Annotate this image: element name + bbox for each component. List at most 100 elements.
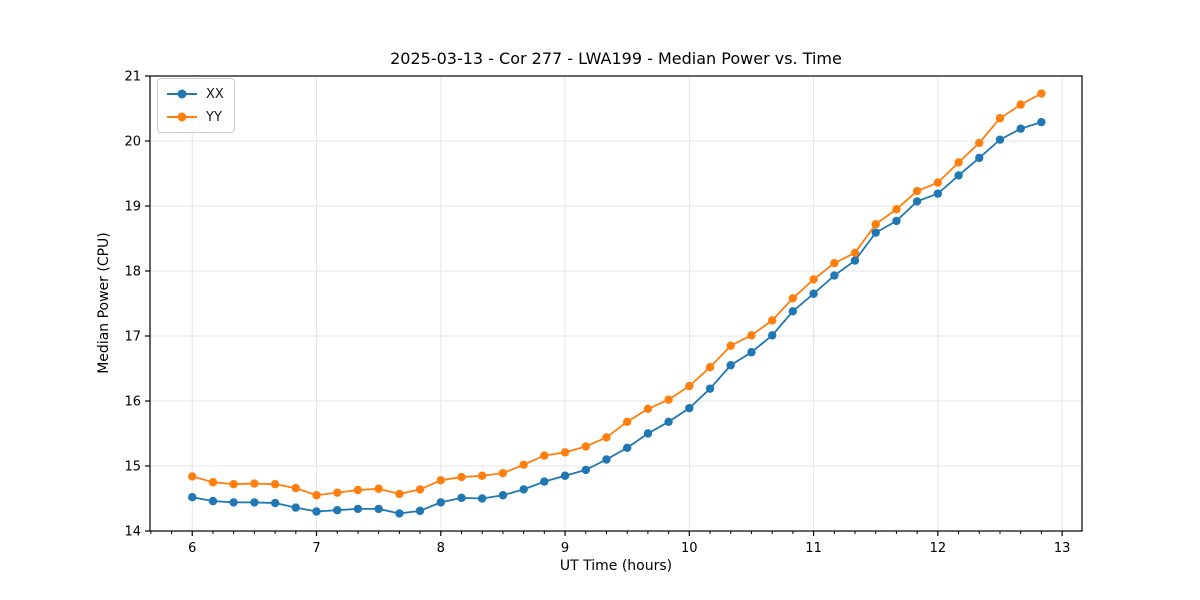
legend-item-xx: XX <box>166 84 224 104</box>
data-point-xx <box>560 471 570 480</box>
y-tick-label: 19 <box>124 200 141 215</box>
data-point-xx <box>250 498 259 507</box>
data-point-yy <box>250 479 259 488</box>
data-point-yy <box>540 451 549 460</box>
data-point-xx <box>291 503 300 512</box>
data-point-yy <box>995 114 1005 123</box>
data-point-xx <box>415 506 425 516</box>
data-point-xx <box>871 228 880 237</box>
x-tick-label: 12 <box>930 541 947 556</box>
legend-line-marker-icon <box>167 89 197 99</box>
data-point-xx <box>602 455 611 464</box>
data-point-yy <box>208 478 218 487</box>
data-point-xx <box>312 507 321 516</box>
data-point-yy <box>312 491 321 500</box>
data-point-xx <box>374 504 383 514</box>
data-point-yy <box>291 483 300 493</box>
x-tick-label: 11 <box>805 541 822 556</box>
data-point-yy <box>270 480 280 489</box>
data-point-yy <box>788 294 798 303</box>
data-point-yy <box>498 468 508 478</box>
data-point-yy <box>809 275 818 284</box>
data-point-yy <box>643 404 653 413</box>
legend-label-yy: YY <box>206 109 222 125</box>
data-point-yy <box>850 248 860 257</box>
data-point-yy <box>1037 89 1046 98</box>
data-point-xx <box>208 496 218 506</box>
data-point-yy <box>602 433 611 442</box>
legend-item-yy: YY <box>166 107 224 127</box>
data-point-xx <box>270 498 280 508</box>
y-tick-label: 17 <box>124 330 141 345</box>
data-point-yy <box>374 484 383 493</box>
data-point-xx <box>726 361 735 370</box>
data-point-xx <box>912 197 922 206</box>
data-point-xx <box>643 429 653 438</box>
data-point-yy <box>457 472 466 482</box>
y-tick-label: 20 <box>124 135 141 150</box>
data-point-xx <box>975 153 984 163</box>
data-point-xx <box>333 506 342 515</box>
data-point-yy <box>705 363 715 372</box>
series-line-xx <box>192 121 1042 515</box>
data-point-yy <box>436 476 445 485</box>
legend-label-xx: XX <box>206 86 224 102</box>
data-point-yy <box>1016 100 1025 109</box>
data-point-xx <box>457 493 466 503</box>
data-point-yy <box>560 448 570 457</box>
data-point-yy <box>975 138 984 148</box>
data-point-yy <box>726 341 735 350</box>
data-point-xx <box>954 171 963 180</box>
data-point-yy <box>395 489 404 499</box>
data-point-xx <box>685 403 694 413</box>
y-tick-label: 15 <box>124 460 141 475</box>
y-tick-label: 14 <box>124 525 141 540</box>
data-point-yy <box>664 395 673 404</box>
legend: XX YY <box>157 78 235 133</box>
data-point-yy <box>768 316 777 325</box>
x-tick-label: 10 <box>681 541 698 556</box>
data-point-xx <box>788 307 798 316</box>
data-point-yy <box>477 471 487 480</box>
data-point-yy <box>830 259 839 268</box>
y-axis-label: Median Power (CPU) <box>96 232 112 374</box>
data-point-xx <box>995 135 1005 144</box>
y-tick-label: 16 <box>124 395 141 410</box>
data-point-xx <box>188 493 197 502</box>
legend-line-marker-icon <box>167 112 197 122</box>
data-point-xx <box>892 216 901 226</box>
data-point-xx <box>353 504 363 514</box>
data-point-yy <box>188 472 197 481</box>
x-tick-label: 9 <box>561 541 569 556</box>
data-point-xx <box>1016 124 1025 133</box>
data-point-xx <box>395 509 404 518</box>
x-tick-label: 8 <box>437 541 445 556</box>
data-point-xx <box>229 498 238 507</box>
data-point-xx <box>622 443 632 452</box>
chart-title: 2025-03-13 - Cor 277 - LWA199 - Median P… <box>390 49 842 68</box>
data-point-xx <box>830 271 839 280</box>
data-point-xx <box>850 256 860 265</box>
data-point-yy <box>229 480 238 489</box>
data-point-xx <box>436 498 445 507</box>
data-point-xx <box>705 384 715 393</box>
data-point-xx <box>933 189 943 198</box>
data-point-yy <box>912 186 922 196</box>
plot-border <box>149 75 1083 532</box>
data-point-xx <box>540 477 549 486</box>
data-point-yy <box>415 485 425 494</box>
x-tick-label: 13 <box>1054 541 1071 556</box>
y-tick-label: 18 <box>124 265 141 280</box>
data-point-yy <box>685 381 694 391</box>
data-point-yy <box>581 442 591 451</box>
data-point-xx <box>581 465 591 475</box>
data-point-xx <box>809 289 818 298</box>
data-point-yy <box>353 485 363 495</box>
data-point-yy <box>333 488 342 497</box>
y-tick-label: 21 <box>124 70 141 85</box>
data-point-xx <box>664 417 673 426</box>
data-point-yy <box>622 417 632 426</box>
data-point-xx <box>477 494 487 503</box>
